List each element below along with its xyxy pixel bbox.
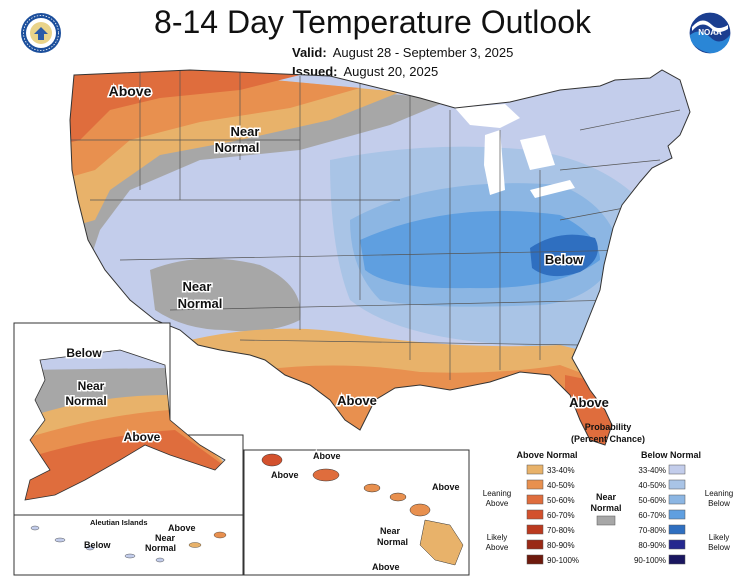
legend-above-range: 40-50% — [547, 481, 575, 490]
label-ak-near-2: Normal — [65, 394, 106, 408]
label-aleutian-near-1: Near — [155, 533, 176, 543]
legend-above-range: 80-90% — [547, 541, 575, 550]
legend-leaning-below-2: Below — [708, 499, 730, 508]
legend-leaning-below-1: Leaning — [705, 489, 733, 498]
lake-superior — [455, 104, 520, 128]
legend-leaning-above-2: Above — [486, 499, 509, 508]
legend-likely-above-1: Likely — [487, 533, 507, 542]
legend-below-range: 70-80% — [638, 526, 666, 535]
doc-seal-icon — [21, 13, 61, 53]
legend-below-range: 90-100% — [634, 556, 666, 565]
issued-date: Issued: August 20, 2025 — [292, 64, 438, 79]
legend-above-swatch — [526, 524, 544, 535]
legend-above-range: 70-80% — [547, 526, 575, 535]
legend-leaning-above-1: Leaning — [483, 489, 511, 498]
legend-likely-above-2: Above — [486, 543, 509, 552]
legend-near-swatch — [596, 515, 616, 526]
legend-title-1: Probability — [585, 422, 632, 432]
legend-above-range: 90-100% — [547, 556, 579, 565]
aleutian-inset-frame — [13, 514, 244, 576]
legend-below-swatch — [668, 464, 686, 475]
valid-label: Valid: — [292, 45, 327, 60]
legend-below-range: 50-60% — [638, 496, 666, 505]
aleutian-title: Aleutian Islands — [90, 518, 148, 527]
label-hi-above-4: Above — [372, 562, 400, 572]
legend-above-swatch — [526, 554, 544, 565]
label-aleutian-below: Below — [84, 540, 112, 550]
page-title: 8-14 Day Temperature Outlook — [154, 4, 591, 40]
legend-above-swatch — [526, 479, 544, 490]
legend-near-2: Normal — [590, 503, 621, 513]
legend-below-swatch — [668, 524, 686, 535]
legend-below-range: 40-50% — [638, 481, 666, 490]
legend-below-range: 80-90% — [638, 541, 666, 550]
legend-above-range: 60-70% — [547, 511, 575, 520]
legend-below-swatch — [668, 494, 686, 505]
label-ak-below: Below — [66, 346, 102, 360]
conus-outline — [69, 69, 691, 446]
label-above-nw: Above — [109, 83, 152, 99]
legend-above-swatch — [526, 464, 544, 475]
legend-title-2: (Percent Chance) — [571, 434, 645, 444]
noaa-logo-icon: NOAA — [688, 11, 732, 55]
legend-below-swatch — [668, 509, 686, 520]
label-near-sw-1: Near — [183, 279, 212, 294]
label-near-nw-2: Normal — [215, 140, 260, 155]
noaa-logo-text: NOAA — [698, 28, 722, 37]
label-ak-near-1: Near — [78, 379, 105, 393]
legend-above-swatch — [526, 494, 544, 505]
legend-likely-below-1: Likely — [709, 533, 729, 542]
lake-huron — [520, 135, 555, 170]
probability-legend: Probability (Percent Chance) Above Norma… — [483, 422, 733, 565]
label-above-tx: Above — [337, 393, 377, 408]
legend-below-normal: Below Normal — [641, 450, 701, 460]
legend-near-1: Near — [596, 492, 617, 502]
label-ak-above: Above — [124, 430, 161, 444]
legend-below-range: 33-40% — [638, 466, 666, 475]
label-aleutian-near-2: Normal — [145, 543, 176, 553]
legend-below-swatch — [668, 479, 686, 490]
label-hi-above-1: Above — [313, 451, 341, 461]
label-hi-above-3: Above — [432, 482, 460, 492]
legend-below-range: 60-70% — [638, 511, 666, 520]
label-hi-above-2: Above — [271, 470, 299, 480]
valid-dates: Valid: August 28 - September 3, 2025 — [292, 45, 513, 60]
aleutian-islands — [30, 525, 227, 563]
lake-erie — [530, 180, 575, 198]
legend-above-swatch — [526, 539, 544, 550]
legend-below-swatch — [668, 554, 686, 565]
issued-value: August 20, 2025 — [343, 64, 439, 79]
legend-above-normal: Above Normal — [516, 450, 577, 460]
label-near-sw-2: Normal — [178, 296, 223, 311]
label-above-fl: Above — [569, 395, 609, 410]
legend-above-range: 33-40% — [547, 466, 575, 475]
label-below-se: Below — [545, 252, 584, 267]
legend-likely-below-2: Below — [708, 543, 730, 552]
legend-above-range: 50-60% — [547, 496, 575, 505]
state-borders — [70, 70, 681, 380]
legend-above-swatch — [526, 509, 544, 520]
hawaii-islands — [261, 453, 464, 566]
label-hi-near-2: Normal — [377, 537, 408, 547]
legend-below-swatch — [668, 539, 686, 550]
label-hi-near-1: Near — [380, 526, 401, 536]
label-aleutian-above: Above — [168, 523, 196, 533]
label-near-nw-1: Near — [231, 124, 260, 139]
valid-value: August 28 - September 3, 2025 — [332, 45, 514, 60]
alaska-outline — [24, 349, 226, 501]
